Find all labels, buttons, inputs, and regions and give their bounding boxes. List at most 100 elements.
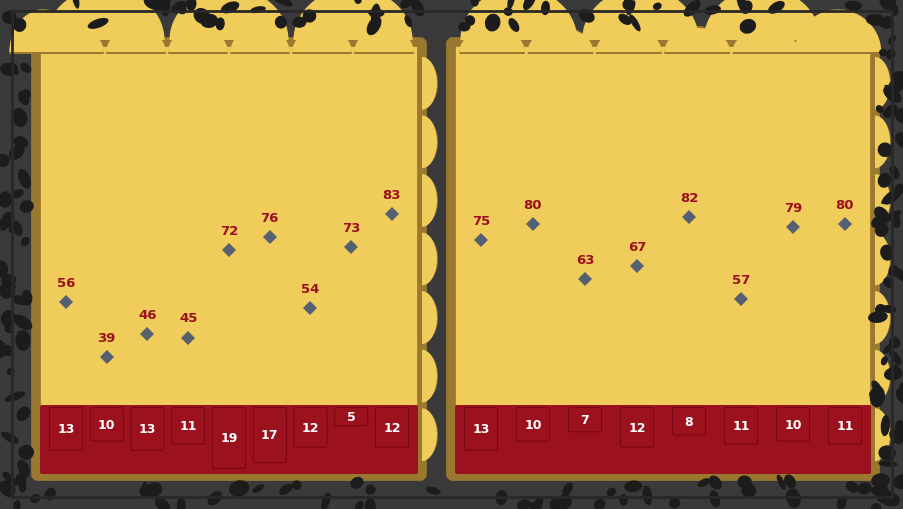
Ellipse shape	[889, 337, 899, 349]
Ellipse shape	[880, 356, 887, 365]
Text: 13: 13	[471, 422, 489, 436]
Ellipse shape	[870, 216, 883, 229]
FancyBboxPatch shape	[464, 408, 497, 450]
Polygon shape	[9, 11, 77, 53]
Ellipse shape	[250, 7, 265, 14]
Polygon shape	[872, 175, 890, 228]
Ellipse shape	[870, 503, 880, 509]
Ellipse shape	[30, 494, 41, 503]
Ellipse shape	[144, 0, 162, 11]
Polygon shape	[45, 0, 164, 41]
Ellipse shape	[18, 169, 31, 189]
Polygon shape	[872, 58, 890, 110]
Ellipse shape	[458, 23, 470, 33]
Polygon shape	[664, 29, 729, 53]
Text: 13: 13	[57, 422, 75, 436]
Polygon shape	[293, 0, 412, 45]
Polygon shape	[169, 0, 288, 45]
Ellipse shape	[292, 480, 302, 490]
Polygon shape	[872, 233, 890, 286]
Ellipse shape	[626, 1, 635, 16]
Ellipse shape	[882, 105, 897, 119]
Text: 76: 76	[260, 211, 279, 224]
FancyBboxPatch shape	[50, 408, 82, 450]
Ellipse shape	[889, 351, 901, 365]
Ellipse shape	[523, 0, 535, 11]
Ellipse shape	[533, 497, 543, 509]
Text: 80: 80	[523, 199, 542, 211]
Ellipse shape	[878, 461, 897, 467]
Ellipse shape	[895, 389, 903, 404]
Ellipse shape	[279, 484, 293, 495]
Ellipse shape	[873, 481, 887, 492]
Ellipse shape	[549, 498, 563, 509]
Polygon shape	[422, 409, 436, 461]
Ellipse shape	[495, 490, 507, 505]
Ellipse shape	[72, 0, 79, 10]
Ellipse shape	[507, 0, 515, 10]
Ellipse shape	[21, 90, 31, 100]
Ellipse shape	[14, 500, 21, 509]
Ellipse shape	[368, 10, 384, 18]
Ellipse shape	[275, 17, 287, 30]
Polygon shape	[582, 0, 698, 41]
Text: 10: 10	[784, 418, 801, 431]
Polygon shape	[874, 292, 889, 344]
Text: 12: 12	[383, 421, 400, 434]
Ellipse shape	[14, 19, 26, 33]
Ellipse shape	[878, 491, 898, 506]
Ellipse shape	[0, 192, 12, 208]
Ellipse shape	[0, 347, 7, 358]
Polygon shape	[169, 0, 288, 41]
Ellipse shape	[622, 0, 634, 11]
FancyBboxPatch shape	[40, 405, 417, 474]
Text: 39: 39	[98, 331, 116, 344]
Ellipse shape	[6, 484, 15, 494]
Ellipse shape	[740, 2, 752, 15]
Polygon shape	[168, 27, 228, 55]
Text: 5: 5	[347, 410, 355, 423]
Ellipse shape	[17, 460, 30, 477]
Ellipse shape	[0, 280, 15, 299]
Polygon shape	[293, 0, 412, 41]
Ellipse shape	[593, 499, 605, 509]
Ellipse shape	[877, 174, 890, 188]
Polygon shape	[527, 27, 592, 55]
Ellipse shape	[768, 2, 784, 15]
Ellipse shape	[529, 502, 540, 509]
Text: 80: 80	[835, 199, 853, 211]
Ellipse shape	[867, 312, 887, 323]
Text: 19: 19	[220, 432, 237, 445]
Text: 11: 11	[180, 419, 197, 433]
Ellipse shape	[668, 498, 680, 508]
Polygon shape	[872, 116, 890, 169]
Ellipse shape	[142, 482, 148, 497]
Text: 46: 46	[138, 308, 156, 322]
Polygon shape	[420, 116, 438, 169]
Ellipse shape	[161, 0, 170, 17]
Ellipse shape	[891, 72, 903, 85]
FancyBboxPatch shape	[827, 408, 861, 444]
Ellipse shape	[894, 133, 903, 149]
Text: 7: 7	[580, 413, 589, 427]
Ellipse shape	[628, 15, 640, 32]
Ellipse shape	[5, 391, 25, 402]
Ellipse shape	[697, 478, 709, 487]
Ellipse shape	[845, 481, 858, 493]
FancyBboxPatch shape	[36, 43, 422, 476]
Ellipse shape	[16, 407, 30, 421]
Ellipse shape	[2, 64, 18, 77]
Ellipse shape	[425, 487, 441, 495]
Polygon shape	[582, 0, 698, 45]
Ellipse shape	[737, 475, 751, 489]
Ellipse shape	[776, 475, 785, 490]
Ellipse shape	[540, 2, 549, 16]
Text: 83: 83	[382, 189, 401, 202]
Ellipse shape	[365, 498, 376, 509]
Ellipse shape	[154, 0, 168, 13]
Ellipse shape	[11, 296, 30, 305]
Polygon shape	[422, 175, 436, 228]
Ellipse shape	[898, 382, 903, 393]
Ellipse shape	[683, 1, 700, 18]
Polygon shape	[420, 233, 438, 286]
